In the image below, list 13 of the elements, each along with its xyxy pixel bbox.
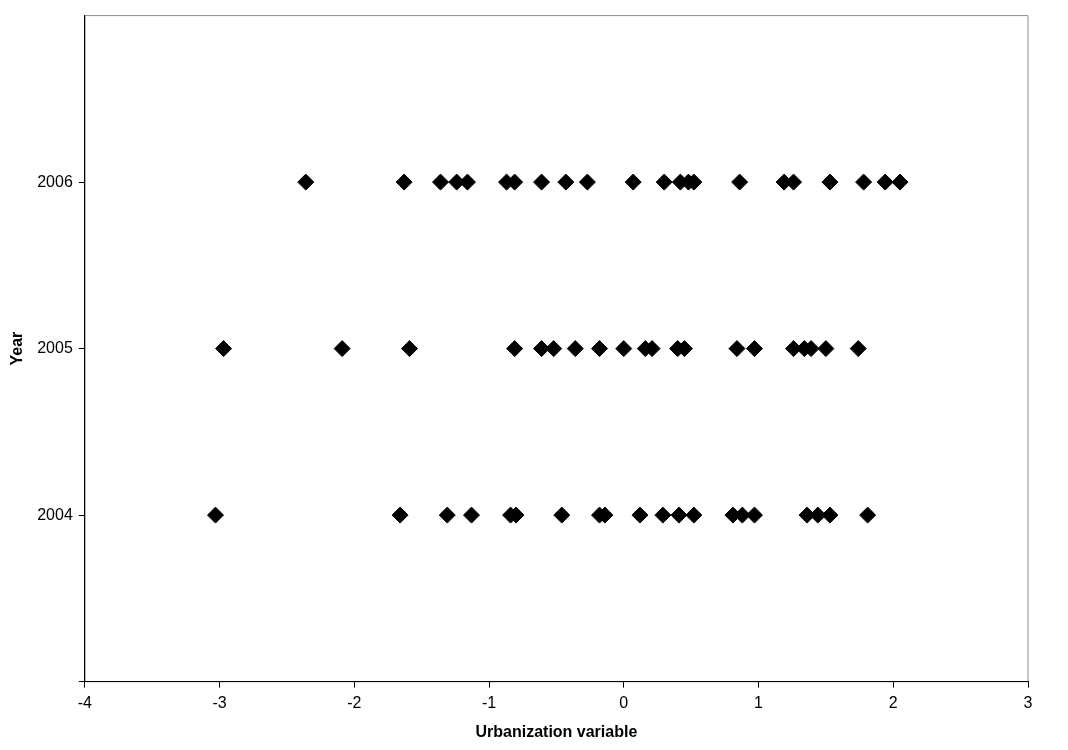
x-tick-label: -1 (481, 693, 497, 711)
x-tick-label: 2 (888, 693, 898, 711)
x-tick-label: 1 (754, 693, 764, 711)
x-tick-label: -3 (212, 693, 227, 711)
y-tick-label: 2004 (37, 505, 73, 523)
x-axis-title: Urbanization variable (475, 722, 638, 740)
y-tick-label: 2006 (37, 172, 73, 190)
y-axis-title: Year (8, 331, 26, 366)
x-tick-label: -4 (77, 693, 92, 711)
x-tick-label: 0 (619, 693, 629, 711)
y-tick-label: 2005 (37, 339, 73, 357)
x-tick-label: -2 (347, 693, 362, 711)
x-tick-label: 3 (1023, 693, 1033, 711)
